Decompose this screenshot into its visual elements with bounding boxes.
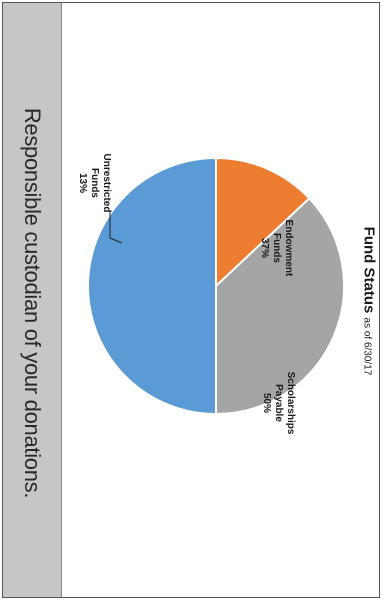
pie-slice-endowment-funds [215,196,345,416]
chart-title-main: Fund Status [360,226,378,314]
slice-label-scholarships-payable: Scholarships Payable 50% [261,371,296,435]
pie-slice-unrestricted-funds [215,156,311,289]
banner-tagline: Responsible custodian of your donations. [20,107,45,499]
page-frame: Responsible custodian of your donations.… [2,2,380,598]
slice-label-endowment-funds: Endowment Funds 37% [259,219,294,277]
chart-title-date: as of 6/30/17 [361,317,373,376]
leader-line-unrestricted-funds [109,211,123,244]
pie-chart-svg [87,156,345,416]
fund-status-chart: Fund Status as of 6/30/17 Scholarships P… [62,3,379,597]
chart-title: Fund Status as of 6/30/17 [361,227,378,376]
pie-slice-scholarships-payable [87,156,217,416]
slice-label-unrestricted-funds: Unrestricted Funds 13% [77,153,112,213]
side-banner: Responsible custodian of your donations. [3,3,62,597]
